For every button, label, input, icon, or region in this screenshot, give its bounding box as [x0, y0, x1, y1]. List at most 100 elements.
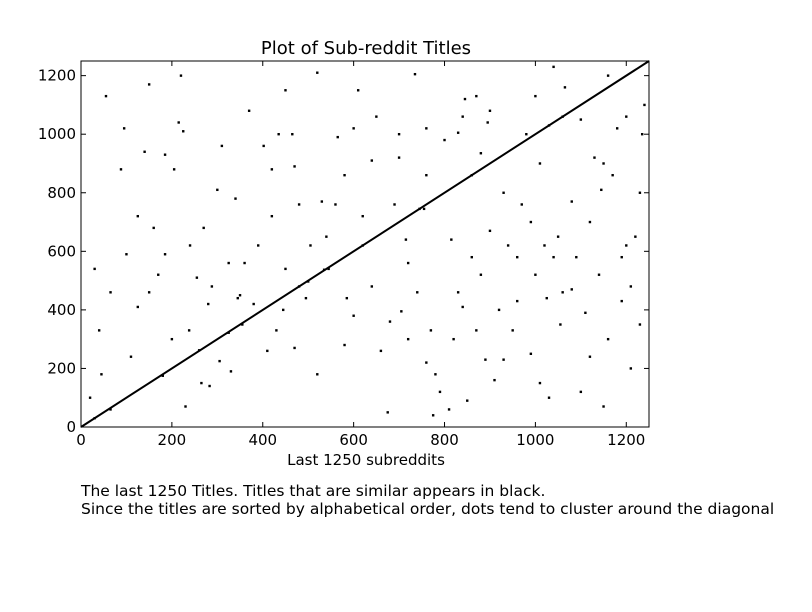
x-tick-label: 400	[248, 431, 277, 449]
scatter-point	[488, 229, 492, 233]
scatter-point	[461, 115, 464, 118]
scatter-point	[293, 346, 296, 350]
scatter-point	[584, 311, 587, 315]
plot-marks	[80, 60, 650, 428]
scatter-point	[104, 94, 108, 98]
scatter-point	[322, 268, 326, 271]
scatter-point	[197, 349, 201, 352]
diagonal-line	[80, 60, 650, 428]
scatter-point	[234, 197, 237, 200]
scatter-point	[218, 359, 221, 363]
scatter-point	[497, 308, 501, 312]
scatter-point	[304, 296, 308, 300]
scatter-point	[119, 168, 123, 171]
scatter-point	[502, 358, 505, 361]
scatter-point	[600, 188, 603, 192]
scatter-point	[386, 411, 389, 414]
scatter-point	[570, 200, 573, 203]
scatter-point	[200, 381, 203, 385]
scatter-point	[352, 314, 355, 317]
scatter-point	[606, 74, 610, 77]
scatter-point	[136, 305, 139, 309]
y-tick-label: 600	[47, 242, 76, 260]
scatter-point	[416, 291, 419, 294]
scatter-point	[262, 144, 265, 148]
scatter-point	[184, 405, 187, 408]
scatter-point	[406, 337, 410, 341]
scatter-point	[602, 405, 605, 408]
scatter-point	[356, 89, 360, 92]
scatter-point	[516, 299, 519, 303]
scatter-point	[284, 89, 287, 92]
scatter-point	[579, 390, 583, 394]
scatter-point	[479, 273, 483, 276]
scatter-point	[422, 207, 426, 211]
scatter-point	[266, 349, 269, 353]
x-tick-label: 200	[158, 431, 187, 449]
x-tick-label: 1200	[607, 431, 645, 449]
scatter-point	[129, 355, 133, 358]
scatter-point	[88, 396, 92, 399]
chart: Plot of Sub-reddit Titles 0 200 400 600 800 1…	[38, 38, 650, 469]
scatter-point	[400, 310, 403, 313]
scatter-point	[136, 214, 139, 218]
scatter-point	[270, 168, 274, 171]
scatter-point	[615, 127, 619, 130]
scatter-point	[188, 244, 192, 247]
scatter-point	[343, 343, 346, 347]
scatter-point	[516, 255, 519, 259]
scatter-point	[177, 121, 180, 124]
scatter-point	[216, 188, 219, 192]
scatter-point	[438, 390, 442, 394]
scatter-point	[525, 133, 528, 136]
plot-frame	[80, 60, 650, 428]
scatter-point	[227, 331, 230, 334]
scatter-point	[243, 261, 246, 265]
scatter-point	[434, 373, 437, 376]
scatter-point	[529, 352, 533, 355]
scatter-point	[597, 273, 601, 276]
scatter-point	[352, 127, 355, 130]
scatter-point	[282, 308, 285, 312]
y-tick-label: 0	[66, 418, 76, 436]
scatter-point	[152, 226, 155, 230]
scatter-point	[270, 214, 274, 218]
scatter-point	[450, 238, 453, 241]
scatter-point	[561, 115, 564, 118]
scatter-point	[187, 329, 191, 332]
scatter-point	[325, 235, 328, 238]
scatter-point	[397, 133, 401, 136]
y-tick-label: 1200	[38, 67, 76, 85]
scatter-point	[179, 74, 183, 77]
scatter-point	[588, 355, 592, 358]
scatter-point	[511, 329, 514, 332]
scatter-point	[202, 226, 205, 230]
x-axis-label: Last 1250 subreddits	[287, 451, 445, 469]
x-axis-ticks: 0 200 400 600 800 1000 1200	[76, 61, 645, 449]
scatter-point	[529, 220, 533, 224]
scatter-point	[147, 83, 151, 86]
scatter-point	[406, 261, 410, 265]
y-tick-label: 400	[47, 301, 76, 319]
scatter-point	[195, 276, 199, 279]
scatter-point	[370, 285, 374, 288]
scatter-point	[463, 97, 467, 101]
scatter-point	[502, 191, 505, 194]
scatter-point	[570, 288, 573, 291]
x-tick-label: 600	[339, 431, 368, 449]
scatter-point	[461, 305, 464, 309]
scatter-point	[470, 255, 473, 259]
scatter-point	[147, 291, 151, 294]
scatter-point	[579, 118, 583, 121]
scatter-point	[425, 127, 428, 130]
scatter-point	[241, 323, 244, 326]
scatter-point	[327, 267, 330, 271]
scatter-point	[161, 374, 164, 377]
scatter-point	[361, 244, 364, 247]
scatter-point	[210, 285, 214, 288]
scatter-point	[247, 109, 251, 112]
scatter-point	[588, 220, 592, 224]
scatter-point	[236, 296, 239, 300]
chart-caption: The last 1250 Titles. Titles that are si…	[81, 482, 775, 518]
x-tick-label: 1000	[516, 431, 554, 449]
